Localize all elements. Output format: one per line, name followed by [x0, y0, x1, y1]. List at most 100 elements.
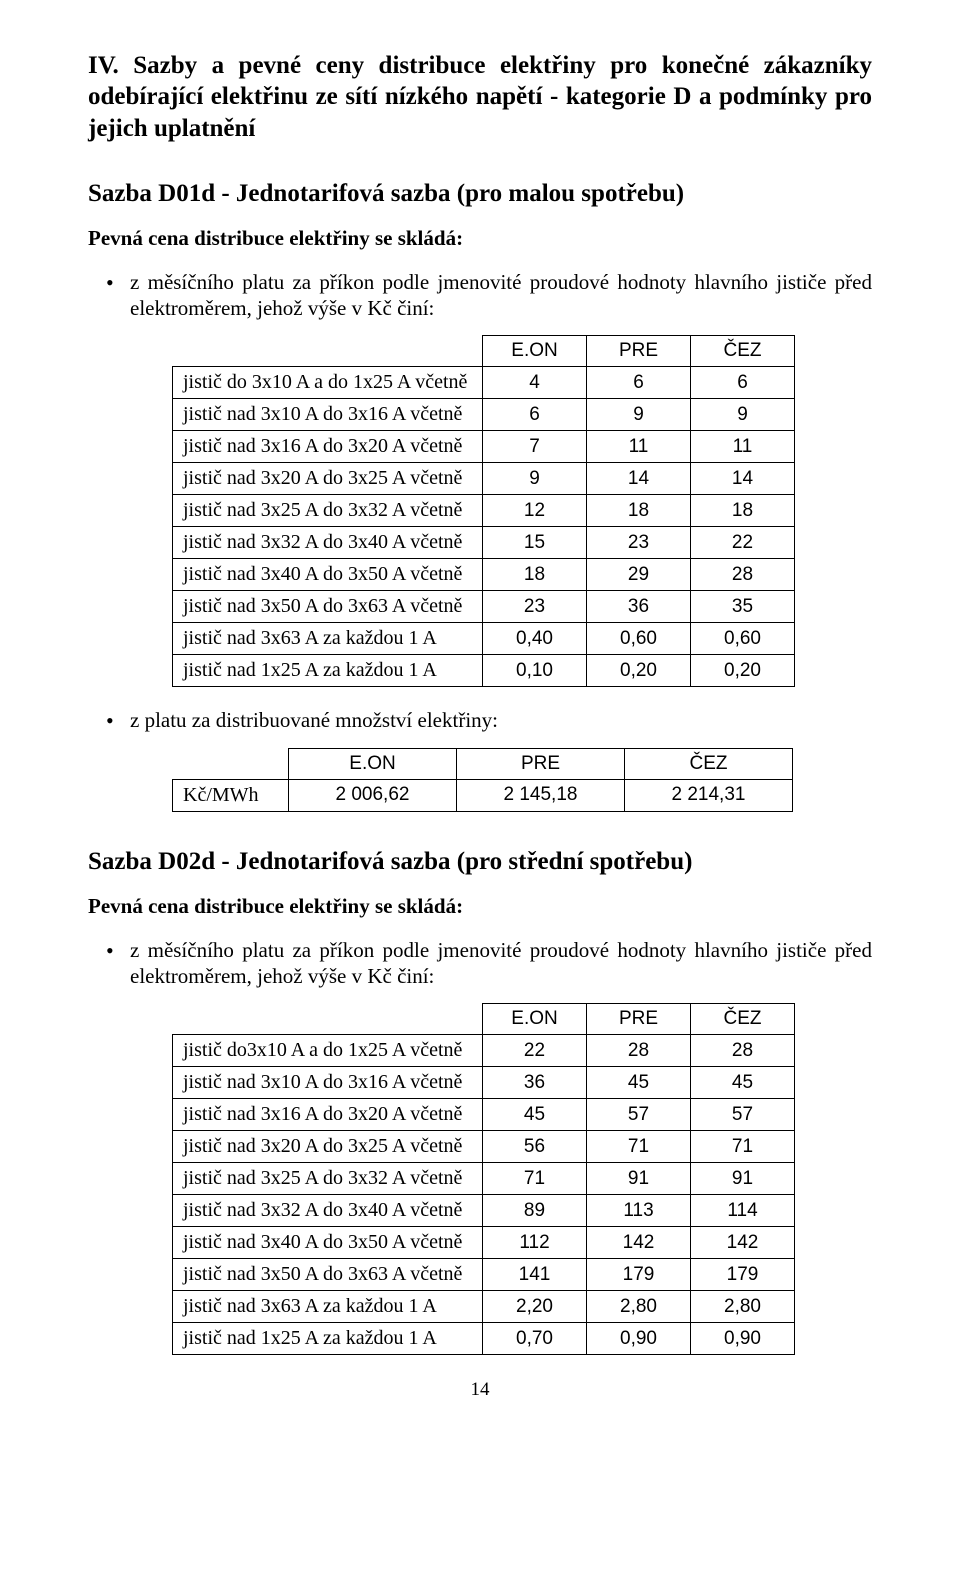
- cell-value: 0,20: [587, 655, 691, 687]
- cell-value: 36: [483, 1067, 587, 1099]
- cell-value: 71: [483, 1163, 587, 1195]
- bullet-monthly-fee: z měsíčního platu za příkon podle jmenov…: [130, 269, 872, 322]
- cell-value: 6: [483, 399, 587, 431]
- col-header-eon: E.ON: [483, 336, 587, 367]
- bullet-list: z měsíčního platu za příkon podle jmenov…: [88, 937, 872, 990]
- blank-cell: [173, 336, 483, 367]
- row-label: jistič nad 3x40 A do 3x50 A včetně: [173, 559, 483, 591]
- row-label: jistič nad 3x63 A za každou 1 A: [173, 1291, 483, 1323]
- cell-value: 71: [691, 1131, 795, 1163]
- cell-value: 18: [587, 495, 691, 527]
- tariff-d01d-heading: Sazba D01d - Jednotarifová sazba (pro ma…: [88, 180, 872, 208]
- table-row: jistič nad 3x20 A do 3x25 A včetně91414: [173, 463, 795, 495]
- cell-value: 89: [483, 1195, 587, 1227]
- cell-value: 9: [691, 399, 795, 431]
- table-row: jistič nad 3x50 A do 3x63 A včetně233635: [173, 591, 795, 623]
- cell-value: 35: [691, 591, 795, 623]
- cell-value: 0,10: [483, 655, 587, 687]
- table-row: jistič nad 3x16 A do 3x20 A včetně455757: [173, 1099, 795, 1131]
- cell-value: 18: [483, 559, 587, 591]
- table-header-row: E.ON PRE ČEZ: [173, 748, 793, 779]
- cell-value: 91: [691, 1163, 795, 1195]
- cell-value: 28: [691, 1035, 795, 1067]
- cell-value: 2 006,62: [289, 779, 457, 811]
- table-row: jistič nad 3x50 A do 3x63 A včetně141 179…: [173, 1259, 795, 1291]
- bullet-distribution-fee: z platu za distribuované množství elektř…: [130, 707, 872, 733]
- col-header-pre: PRE: [587, 1004, 691, 1035]
- document-page: IV. Sazby a pevné ceny distribuce elektř…: [0, 0, 960, 1441]
- table-row: jistič nad 1x25 A za každou 1 A0,100,200…: [173, 655, 795, 687]
- row-label: jistič nad 3x32 A do 3x40 A včetně: [173, 1195, 483, 1227]
- row-label: jistič nad 1x25 A za každou 1 A: [173, 1323, 483, 1355]
- bullet-list: z platu za distribuované množství elektř…: [88, 707, 872, 733]
- cell-value: 0,60: [691, 623, 795, 655]
- table-row: jistič nad 3x16 A do 3x20 A včetně71111: [173, 431, 795, 463]
- tariff1-table-wrap: E.ON PRE ČEZ jistič do 3x10 A a do 1x25 …: [172, 335, 872, 687]
- cell-value: 7: [483, 431, 587, 463]
- table-row: jistič nad 3x20 A do 3x25 A včetně567171: [173, 1131, 795, 1163]
- row-label: jistič nad 3x25 A do 3x32 A včetně: [173, 495, 483, 527]
- table-row: jistič nad 3x25 A do 3x32 A včetně719191: [173, 1163, 795, 1195]
- cell-value: 2 145,18: [457, 779, 625, 811]
- cell-value: 0,20: [691, 655, 795, 687]
- cell-value: 0,90: [587, 1323, 691, 1355]
- cell-value: 2 214,31: [625, 779, 793, 811]
- table-header-row: E.ON PRE ČEZ: [173, 1004, 795, 1035]
- row-label: jistič nad 3x32 A do 3x40 A včetně: [173, 527, 483, 559]
- cell-value: 2,80: [691, 1291, 795, 1323]
- tariff1-price-table-wrap: E.ON PRE ČEZ Kč/MWh 2 006,62 2 145,18 2 …: [172, 748, 872, 812]
- row-label: jistič nad 1x25 A za každou 1 A: [173, 655, 483, 687]
- tariff-d02d-heading: Sazba D02d - Jednotarifová sazba (pro st…: [88, 848, 872, 876]
- tariff1-price-table: E.ON PRE ČEZ Kč/MWh 2 006,62 2 145,18 2 …: [172, 748, 793, 812]
- row-label: jistič nad 3x20 A do 3x25 A včetně: [173, 463, 483, 495]
- cell-value: 2,20: [483, 1291, 587, 1323]
- cell-value: 45: [691, 1067, 795, 1099]
- col-header-cez: ČEZ: [691, 1004, 795, 1035]
- cell-value: 91: [587, 1163, 691, 1195]
- row-label: jistič nad 3x10 A do 3x16 A včetně: [173, 399, 483, 431]
- bullet-list: z měsíčního platu za příkon podle jmenov…: [88, 269, 872, 322]
- row-label: jistič nad 3x25 A do 3x32 A včetně: [173, 1163, 483, 1195]
- page-number: 14: [88, 1379, 872, 1401]
- cell-value: 28: [587, 1035, 691, 1067]
- table-row: jistič nad 3x10 A do 3x16 A včetně364545: [173, 1067, 795, 1099]
- cell-value: 18: [691, 495, 795, 527]
- table-row: jistič do 3x10 A a do 1x25 A včetně466: [173, 367, 795, 399]
- table-row: jistič nad 3x63 A za každou 1 A2,202,802…: [173, 1291, 795, 1323]
- table-row: jistič nad 3x25 A do 3x32 A včetně121818: [173, 495, 795, 527]
- table-row: jistič nad 3x32 A do 3x40 A včetně152322: [173, 527, 795, 559]
- composition-label: Pevná cena distribuce elektřiny se sklád…: [88, 226, 872, 251]
- row-label: jistič nad 3x50 A do 3x63 A včetně: [173, 1259, 483, 1291]
- tariff2-table-wrap: E.ON PRE ČEZ jistič do3x10 A a do 1x25 A…: [172, 1003, 872, 1355]
- cell-value: 22: [691, 527, 795, 559]
- cell-value: 9: [587, 399, 691, 431]
- tariff1-tbody: jistič do 3x10 A a do 1x25 A včetně466ji…: [173, 367, 795, 687]
- tariff2-tbody: jistič do3x10 A a do 1x25 A včetně222828…: [173, 1035, 795, 1355]
- row-label: jistič nad 3x20 A do 3x25 A včetně: [173, 1131, 483, 1163]
- cell-value: 0,90: [691, 1323, 795, 1355]
- cell-value: 23: [587, 527, 691, 559]
- cell-value: 179: [691, 1259, 795, 1291]
- row-label: jistič nad 3x16 A do 3x20 A včetně: [173, 1099, 483, 1131]
- cell-value: 141: [483, 1259, 587, 1291]
- row-label: jistič do 3x10 A a do 1x25 A včetně: [173, 367, 483, 399]
- cell-value: 36: [587, 591, 691, 623]
- table-row: Kč/MWh 2 006,62 2 145,18 2 214,31: [173, 779, 793, 811]
- composition-label: Pevná cena distribuce elektřiny se sklád…: [88, 894, 872, 919]
- cell-value: 114: [691, 1195, 795, 1227]
- col-header-cez: ČEZ: [691, 336, 795, 367]
- table-row: jistič nad 3x40 A do 3x50 A včetně182928: [173, 559, 795, 591]
- row-label: jistič nad 3x40 A do 3x50 A včetně: [173, 1227, 483, 1259]
- cell-value: 29: [587, 559, 691, 591]
- cell-value: 12: [483, 495, 587, 527]
- row-label: jistič nad 3x10 A do 3x16 A včetně: [173, 1067, 483, 1099]
- table-header-row: E.ON PRE ČEZ: [173, 336, 795, 367]
- cell-value: 0,70: [483, 1323, 587, 1355]
- cell-value: 56: [483, 1131, 587, 1163]
- row-label: jistič nad 3x50 A do 3x63 A včetně: [173, 591, 483, 623]
- cell-value: 57: [587, 1099, 691, 1131]
- cell-value: 45: [483, 1099, 587, 1131]
- cell-value: 2,80: [587, 1291, 691, 1323]
- col-header-pre: PRE: [587, 336, 691, 367]
- blank-cell: [173, 1004, 483, 1035]
